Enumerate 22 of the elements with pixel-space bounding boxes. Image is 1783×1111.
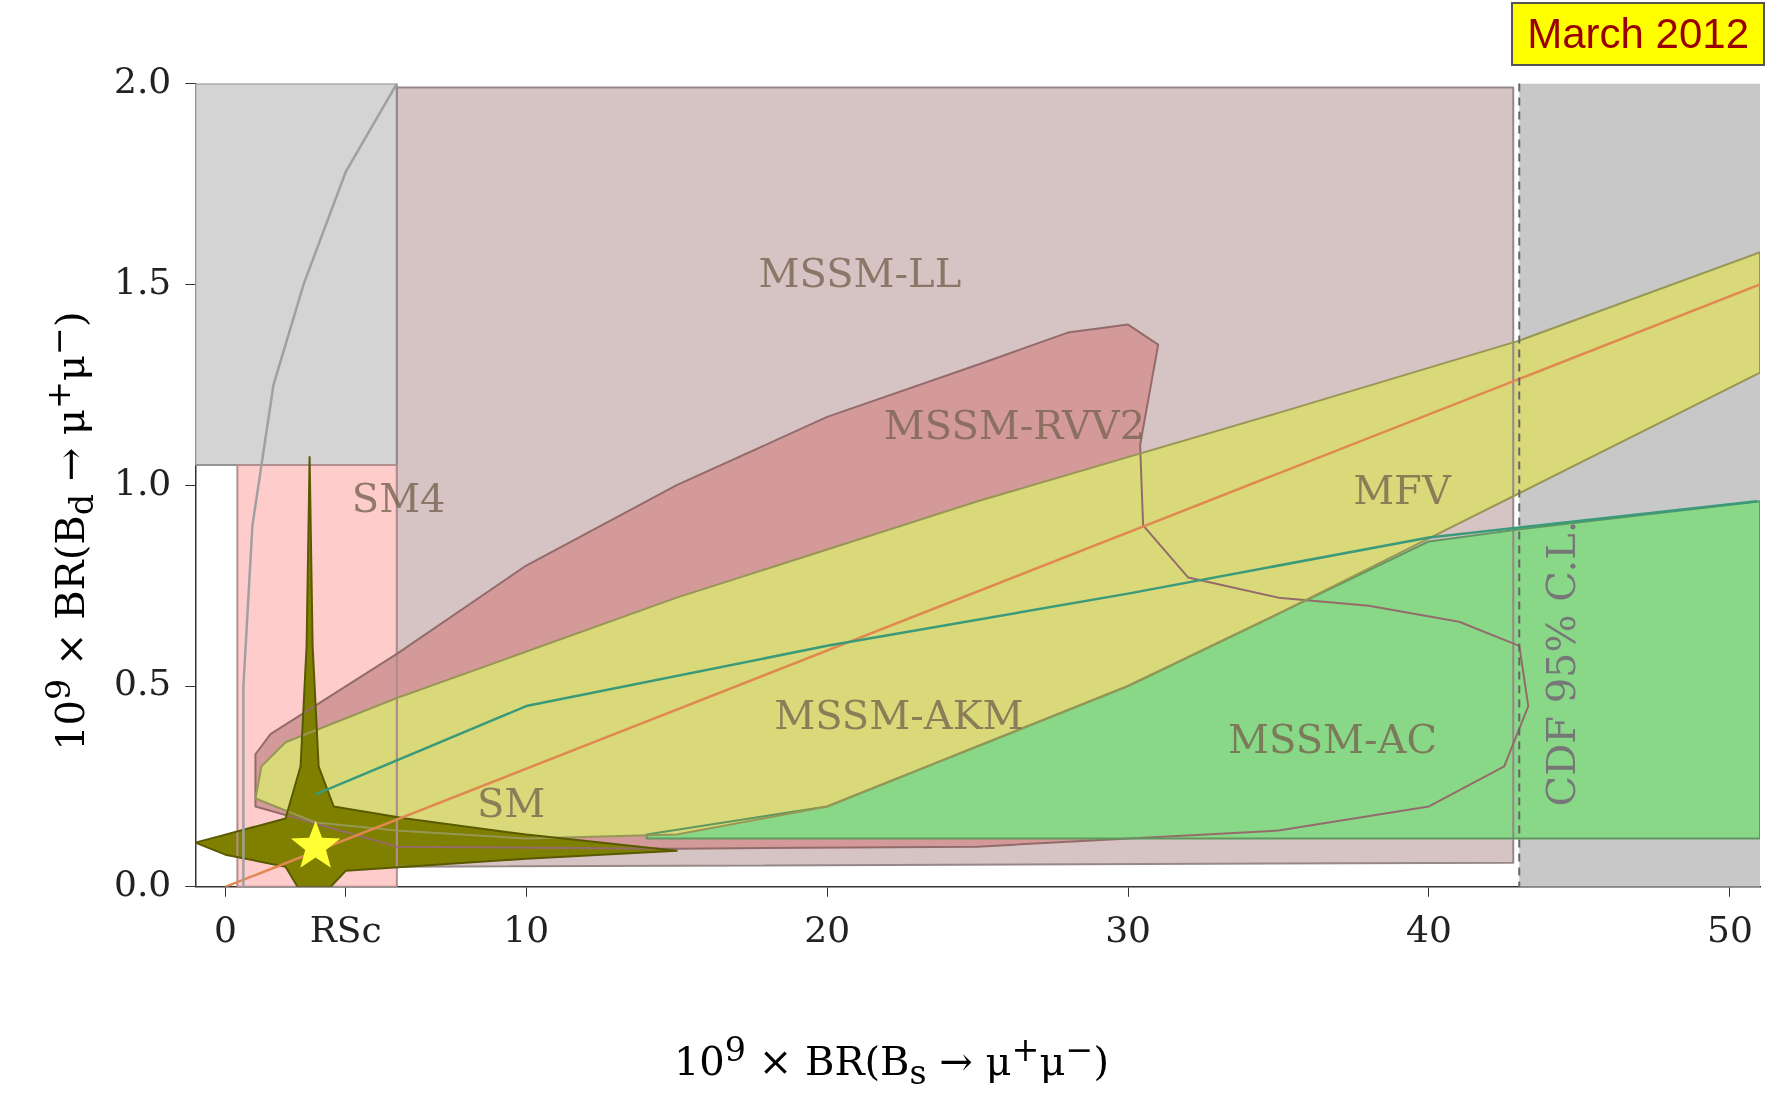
y-tick-label: 1.5 xyxy=(113,260,172,302)
annotation: MSSM-LL xyxy=(758,249,962,296)
annotation: SM4 xyxy=(351,474,446,521)
x-tick-label: 30 xyxy=(1105,908,1151,950)
annotation: MSSM-AC xyxy=(1227,715,1438,762)
ref-line-label: CDF 95% C.L. xyxy=(1537,520,1584,807)
annotation: MSSM-RVV2 xyxy=(883,402,1146,449)
y-tick-label: 0.0 xyxy=(113,863,172,905)
text: March 2012 xyxy=(1511,2,1765,66)
y-tick-label: 0.5 xyxy=(113,662,172,704)
x-tick-label: RSc xyxy=(309,908,382,950)
annotation: SM xyxy=(476,779,546,826)
annotation: MFV xyxy=(1353,466,1452,513)
x-tick-label: 10 xyxy=(503,908,550,950)
x-tick-label: 20 xyxy=(804,908,851,950)
x-tick-label: 40 xyxy=(1406,908,1452,950)
y-tick-label: 2.0 xyxy=(113,59,172,101)
y-tick-label: 1.0 xyxy=(113,461,172,503)
text: 10$^{9}$ × BR(B$_{s}$ → μ$^{+}$μ$^{−}$) xyxy=(673,1030,1110,1093)
x-tick-label: 0 xyxy=(213,908,237,950)
annotation: MSSM-AKM xyxy=(774,691,1024,738)
x-tick-label: 50 xyxy=(1707,908,1753,950)
